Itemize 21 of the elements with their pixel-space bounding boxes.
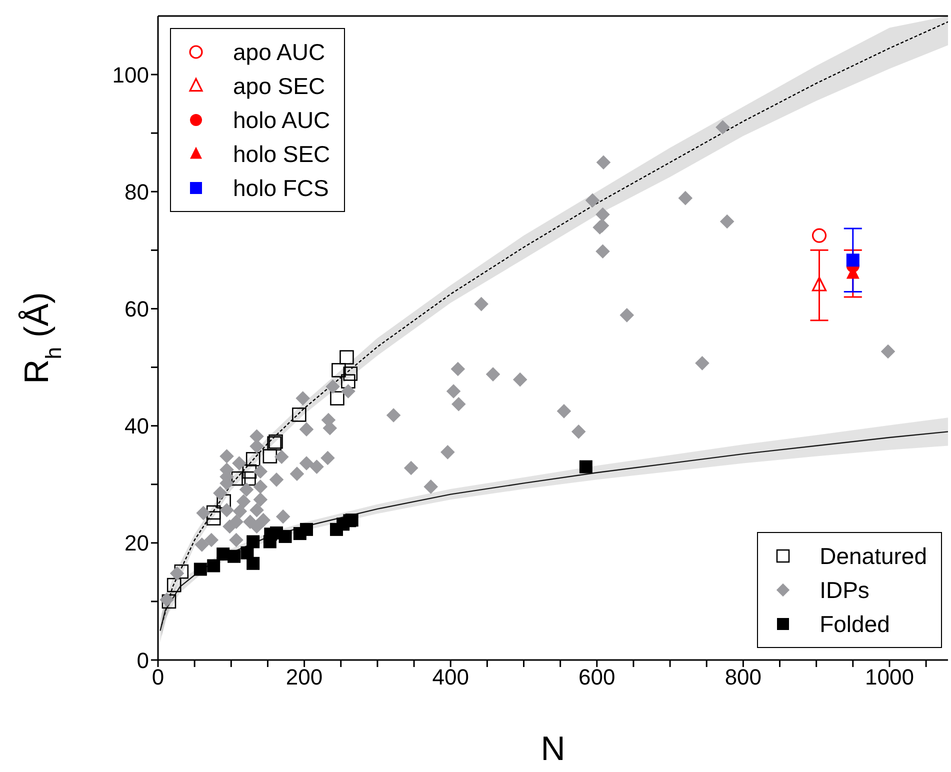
x-tick-label: 600 [578,664,616,690]
y-tick-label: 100 [112,62,149,88]
x-tick-label: 0 [152,664,164,690]
y-tick-label: 20 [124,530,149,556]
legend-label: holo AUC [233,106,330,135]
legend-label: holo FCS [233,174,329,203]
legend-label: apo AUC [233,38,326,67]
x-tick-label: 1000 [865,664,914,690]
y-tick-label: 80 [124,179,149,204]
legend-label: IDPs [820,576,870,605]
legend-label: apo SEC [233,72,326,101]
x-tick-label: 400 [432,664,469,690]
y-tick-label: 0 [136,648,149,673]
x-axis-title: N [540,730,566,768]
y-tick-label: 40 [124,414,149,439]
x-tick-label: 200 [286,664,323,690]
legend-label: Denatured [820,542,927,571]
x-tick-label: 800 [724,664,762,690]
legend-label: holo SEC [233,140,330,169]
legend-label: Folded [820,610,890,639]
y-tick-label: 60 [124,296,149,322]
